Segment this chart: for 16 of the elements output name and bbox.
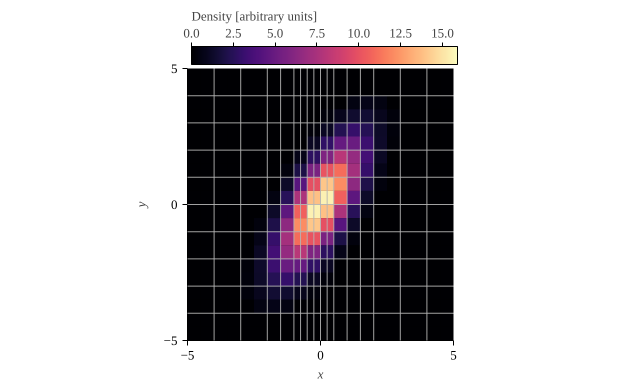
color-bar-label: 12.5 — [389, 26, 412, 40]
color-bar-title: Density [arbitrary units] — [192, 8, 318, 24]
y-tick-label: −5 — [164, 333, 178, 348]
y-axis-title: y — [134, 201, 149, 210]
color-bar-label: 5.0 — [267, 26, 284, 40]
y-tick-label: 5 — [171, 61, 178, 76]
x-tick-label: −5 — [180, 348, 194, 362]
color-bar-label: 15.0 — [431, 26, 454, 40]
color-bar-label: 2.5 — [225, 26, 242, 40]
color-bar-label: 7.5 — [308, 26, 326, 40]
color-bar-label: 10.0 — [347, 26, 370, 40]
x-tick-label: 5 — [450, 348, 457, 362]
y-tick-label: 0 — [171, 197, 178, 212]
color-bar-label: 0.0 — [183, 26, 200, 40]
x-tick-label: 0 — [317, 348, 324, 362]
x-axis-title: x — [316, 366, 324, 382]
